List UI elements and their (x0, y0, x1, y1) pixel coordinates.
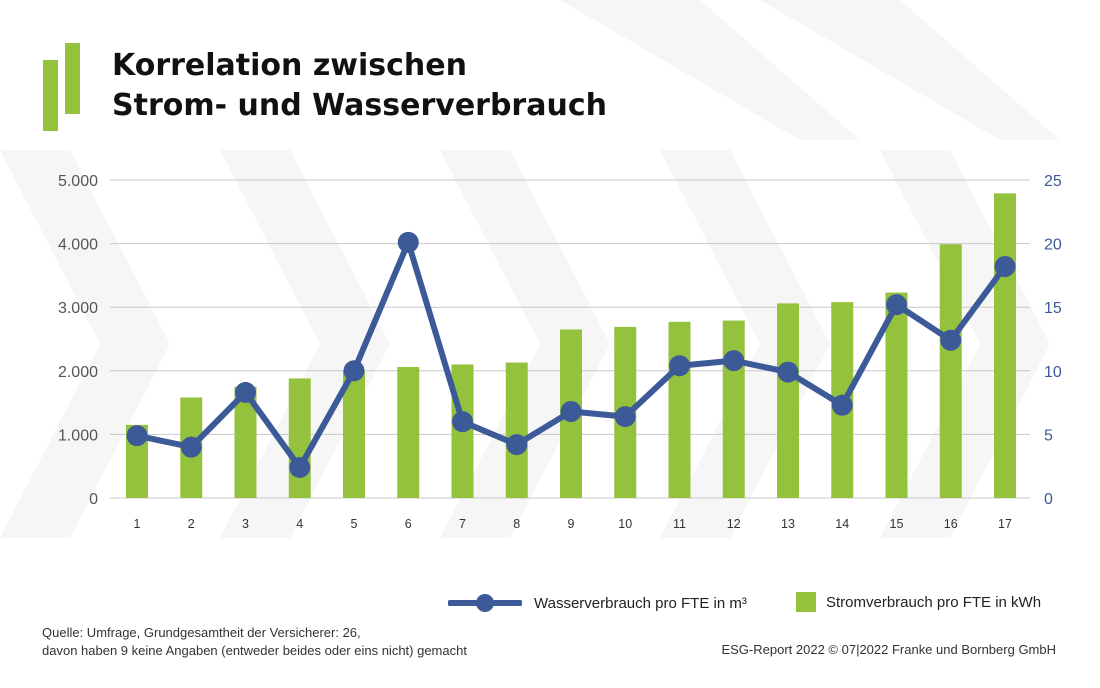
legend-power: Stromverbrauch pro FTE in kWh (796, 592, 1041, 612)
line-point (614, 406, 636, 428)
line-point (777, 361, 799, 383)
copyright: ESG-Report 2022 © 07|2022 Franke und Bor… (721, 642, 1056, 657)
line-point (506, 434, 528, 456)
x-tick-label: 16 (944, 517, 958, 531)
x-tick-label: 8 (513, 517, 520, 531)
bar (885, 292, 908, 498)
y-right-tick-label: 20 (1044, 237, 1062, 254)
x-tick-label: 3 (242, 517, 249, 531)
line-point (560, 401, 582, 423)
x-tick-label: 10 (618, 517, 632, 531)
legend-power-label: Stromverbrauch pro FTE in kWh (826, 593, 1042, 611)
line-point (180, 436, 202, 458)
y-left-tick-label: 0 (89, 491, 98, 508)
x-tick-label: 2 (188, 517, 195, 531)
bar (505, 362, 528, 498)
x-tick-label: 4 (296, 517, 303, 531)
bar (234, 386, 257, 498)
y-left-tick-label: 1.000 (58, 427, 98, 444)
line-point (289, 456, 311, 478)
y-left-tick-label: 4.000 (58, 237, 98, 254)
x-tick-label: 17 (998, 517, 1012, 531)
line-point (831, 394, 853, 416)
source-line-2: davon haben 9 keine Angaben (entweder be… (42, 643, 467, 658)
line-point (940, 329, 962, 351)
x-tick-label: 7 (459, 517, 466, 531)
legend-bar-swatch-icon (796, 592, 816, 612)
source-note: Quelle: Umfrage, Grundgesamtheit der Ver… (42, 624, 467, 660)
bar (994, 193, 1016, 498)
x-tick-label: 11 (673, 517, 686, 531)
y-left-tick-label: 5.000 (58, 173, 98, 190)
line-point (397, 231, 419, 253)
line-point (994, 255, 1016, 277)
x-tick-label: 9 (568, 517, 575, 531)
bar (288, 378, 311, 498)
y-left-tick-label: 2.000 (58, 364, 98, 381)
bar (777, 303, 799, 498)
x-tick-label: 14 (835, 517, 849, 531)
x-tick-label: 1 (134, 517, 141, 531)
line-point (886, 294, 907, 316)
x-tick-label: 5 (351, 517, 358, 531)
bar (668, 321, 691, 498)
x-tick-label: 13 (781, 517, 795, 531)
source-line-1: Quelle: Umfrage, Grundgesamtheit der Ver… (42, 625, 361, 640)
legend-water-label: Wasserverbrauch pro FTE in m³ (534, 594, 747, 612)
bar (939, 244, 962, 498)
title-line-2: Strom- und Wasserverbrauch (112, 88, 607, 123)
bar (722, 320, 745, 498)
legend-water: Wasserverbrauch pro FTE in m³ (448, 592, 747, 614)
y-left-tick-label: 3.000 (58, 300, 98, 317)
y-right-tick-label: 25 (1044, 173, 1062, 190)
line-point (669, 355, 690, 377)
legend-line-marker-icon (448, 594, 522, 612)
line-point (723, 350, 745, 372)
y-right-tick-label: 0 (1044, 491, 1053, 508)
x-tick-label: 6 (405, 517, 412, 531)
logo-bar-right (65, 43, 80, 114)
bar (343, 370, 365, 498)
line-point (343, 360, 365, 382)
title-line-1: Korrelation zwischen (112, 48, 467, 83)
y-right-tick-label: 15 (1044, 300, 1062, 317)
bar (397, 366, 420, 498)
line-point (235, 381, 256, 403)
page-title: Korrelation zwischen Strom- und Wasserve… (112, 46, 607, 126)
logo-bar-left (43, 60, 58, 131)
line-point (126, 425, 148, 447)
line-point (452, 411, 473, 433)
x-tick-label: 15 (890, 517, 904, 531)
x-tick-label: 12 (727, 517, 741, 531)
y-right-tick-label: 10 (1044, 364, 1062, 381)
y-right-tick-label: 5 (1044, 427, 1053, 444)
